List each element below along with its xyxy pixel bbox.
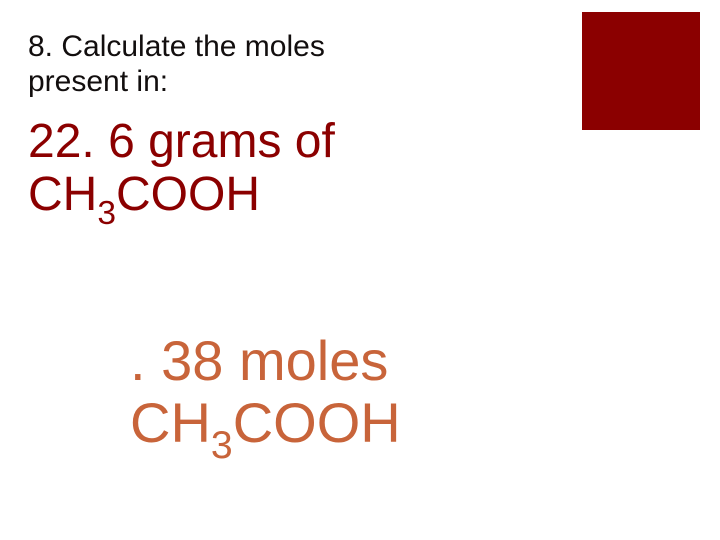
accent-box: [582, 12, 700, 130]
given-line1: 22. 6 grams of: [28, 115, 335, 168]
given-text: 22. 6 grams of CH3COOH: [28, 116, 335, 229]
answer-formula-sub: 3: [211, 424, 233, 467]
answer-formula-post: COOH: [233, 391, 401, 454]
given-formula-pre: CH: [28, 168, 97, 221]
question-text: 8. Calculate the moles present in:: [28, 30, 408, 99]
answer-formula-pre: CH: [130, 391, 211, 454]
answer-text: . 38 moles CH3COOH: [130, 330, 401, 463]
question-line: 8. Calculate the moles present in:: [28, 30, 325, 98]
given-formula-sub: 3: [97, 195, 116, 232]
given-formula-post: COOH: [116, 168, 260, 221]
answer-line1: . 38 moles: [130, 329, 388, 392]
